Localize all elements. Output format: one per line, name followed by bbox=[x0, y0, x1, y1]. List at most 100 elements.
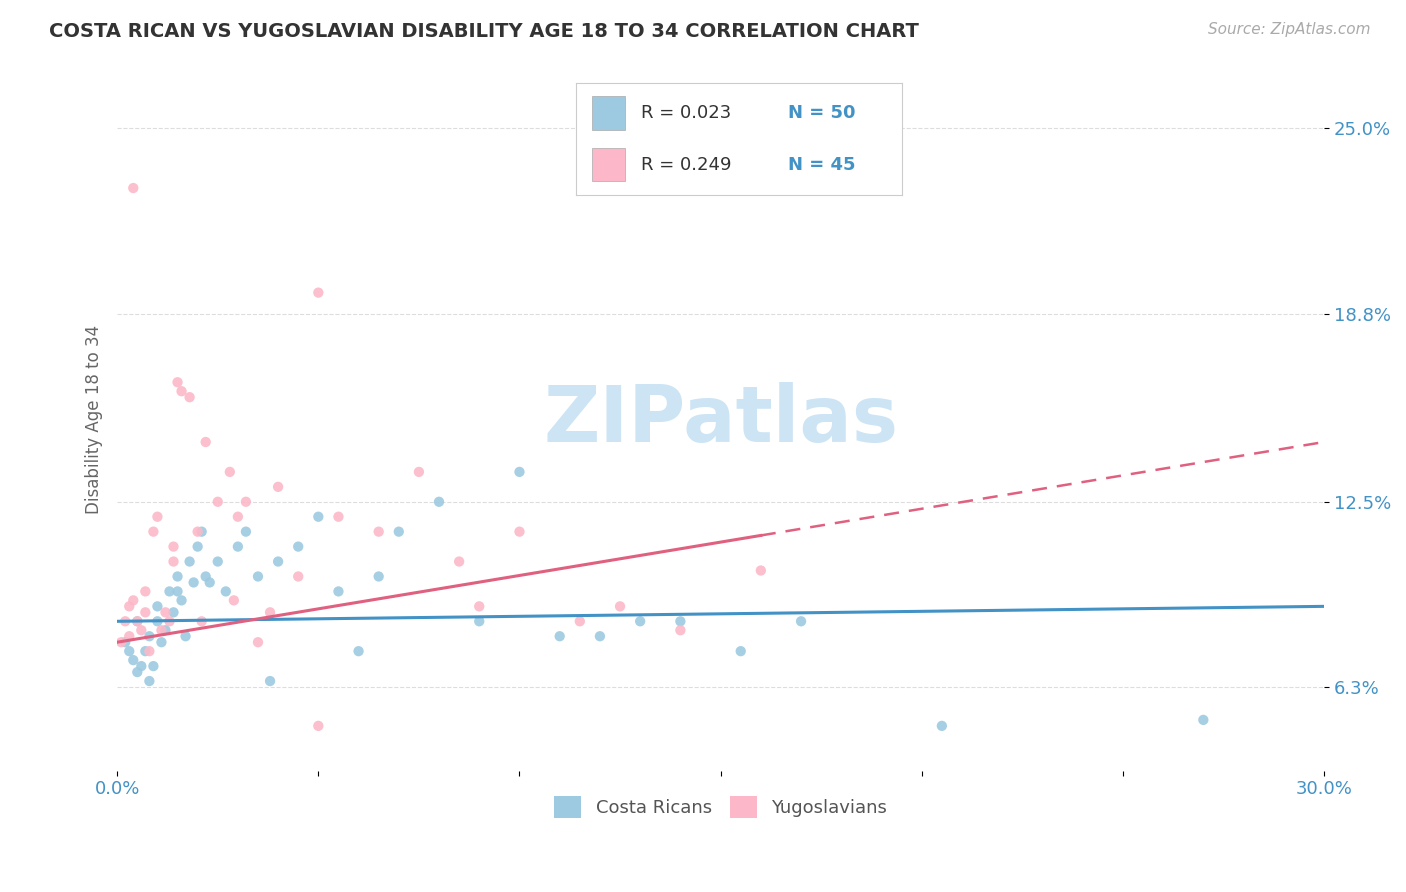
Legend: Costa Ricans, Yugoslavians: Costa Ricans, Yugoslavians bbox=[547, 789, 894, 825]
Point bbox=[215, 584, 238, 599]
Point bbox=[166, 569, 188, 583]
Point bbox=[207, 555, 229, 569]
Point bbox=[138, 629, 160, 643]
Point bbox=[207, 495, 229, 509]
Point bbox=[267, 555, 290, 569]
Point bbox=[194, 569, 217, 583]
Point bbox=[749, 564, 772, 578]
Point bbox=[226, 509, 249, 524]
Point bbox=[449, 555, 471, 569]
Point bbox=[194, 435, 217, 450]
Point bbox=[122, 181, 145, 195]
Point bbox=[328, 584, 350, 599]
Point bbox=[548, 629, 571, 643]
Point bbox=[628, 615, 651, 629]
Point bbox=[150, 624, 173, 638]
Point bbox=[669, 624, 692, 638]
Point bbox=[134, 644, 156, 658]
Point bbox=[259, 605, 281, 619]
Point bbox=[468, 599, 491, 614]
Point bbox=[508, 524, 530, 539]
Point bbox=[388, 524, 411, 539]
Point bbox=[609, 599, 631, 614]
Point bbox=[118, 629, 141, 643]
Point bbox=[122, 653, 145, 667]
Point bbox=[118, 599, 141, 614]
Point bbox=[259, 674, 281, 689]
Point bbox=[367, 569, 389, 583]
Point bbox=[146, 599, 169, 614]
Point bbox=[131, 624, 153, 638]
Point bbox=[142, 659, 165, 673]
Point bbox=[730, 644, 752, 658]
Point bbox=[138, 644, 160, 658]
Point bbox=[669, 615, 692, 629]
Point bbox=[307, 285, 329, 300]
Point bbox=[307, 509, 329, 524]
Point bbox=[159, 615, 181, 629]
Text: Source: ZipAtlas.com: Source: ZipAtlas.com bbox=[1208, 22, 1371, 37]
Point bbox=[187, 524, 209, 539]
Point bbox=[134, 584, 156, 599]
Point bbox=[122, 593, 145, 607]
Text: COSTA RICAN VS YUGOSLAVIAN DISABILITY AGE 18 TO 34 CORRELATION CHART: COSTA RICAN VS YUGOSLAVIAN DISABILITY AG… bbox=[49, 22, 920, 41]
Point bbox=[131, 659, 153, 673]
Point bbox=[127, 615, 149, 629]
Point bbox=[235, 524, 257, 539]
Point bbox=[159, 584, 181, 599]
Point bbox=[589, 629, 612, 643]
Point bbox=[235, 495, 257, 509]
Point bbox=[287, 540, 309, 554]
Y-axis label: Disability Age 18 to 34: Disability Age 18 to 34 bbox=[86, 325, 103, 514]
Point bbox=[162, 555, 184, 569]
Point bbox=[568, 615, 591, 629]
Point bbox=[408, 465, 430, 479]
Point bbox=[226, 540, 249, 554]
Point bbox=[138, 674, 160, 689]
Point bbox=[790, 615, 813, 629]
Point bbox=[162, 540, 184, 554]
Point bbox=[508, 465, 530, 479]
Point bbox=[174, 629, 197, 643]
Point bbox=[118, 644, 141, 658]
Point bbox=[146, 509, 169, 524]
Point bbox=[287, 569, 309, 583]
Point bbox=[166, 376, 188, 390]
Point bbox=[155, 605, 177, 619]
Point bbox=[246, 569, 269, 583]
Point bbox=[347, 644, 370, 658]
Point bbox=[183, 575, 205, 590]
Point bbox=[166, 584, 188, 599]
Point bbox=[179, 390, 201, 404]
Text: ZIPatlas: ZIPatlas bbox=[543, 382, 898, 458]
Point bbox=[190, 615, 212, 629]
Point bbox=[468, 615, 491, 629]
Point bbox=[170, 593, 193, 607]
Point bbox=[222, 593, 245, 607]
Point bbox=[170, 384, 193, 399]
Point bbox=[307, 719, 329, 733]
Point bbox=[1192, 713, 1215, 727]
Point bbox=[127, 615, 149, 629]
Point bbox=[367, 524, 389, 539]
Point bbox=[127, 665, 149, 679]
Point bbox=[134, 605, 156, 619]
Point bbox=[246, 635, 269, 649]
Point bbox=[267, 480, 290, 494]
Point bbox=[146, 615, 169, 629]
Point bbox=[155, 624, 177, 638]
Point bbox=[198, 575, 221, 590]
Point bbox=[218, 465, 240, 479]
Point bbox=[150, 635, 173, 649]
Point bbox=[110, 635, 132, 649]
Point bbox=[190, 524, 212, 539]
Point bbox=[328, 509, 350, 524]
Point bbox=[114, 635, 136, 649]
Point bbox=[931, 719, 953, 733]
Point bbox=[427, 495, 450, 509]
Point bbox=[162, 605, 184, 619]
Point bbox=[114, 615, 136, 629]
Point bbox=[179, 555, 201, 569]
Point bbox=[187, 540, 209, 554]
Point bbox=[142, 524, 165, 539]
